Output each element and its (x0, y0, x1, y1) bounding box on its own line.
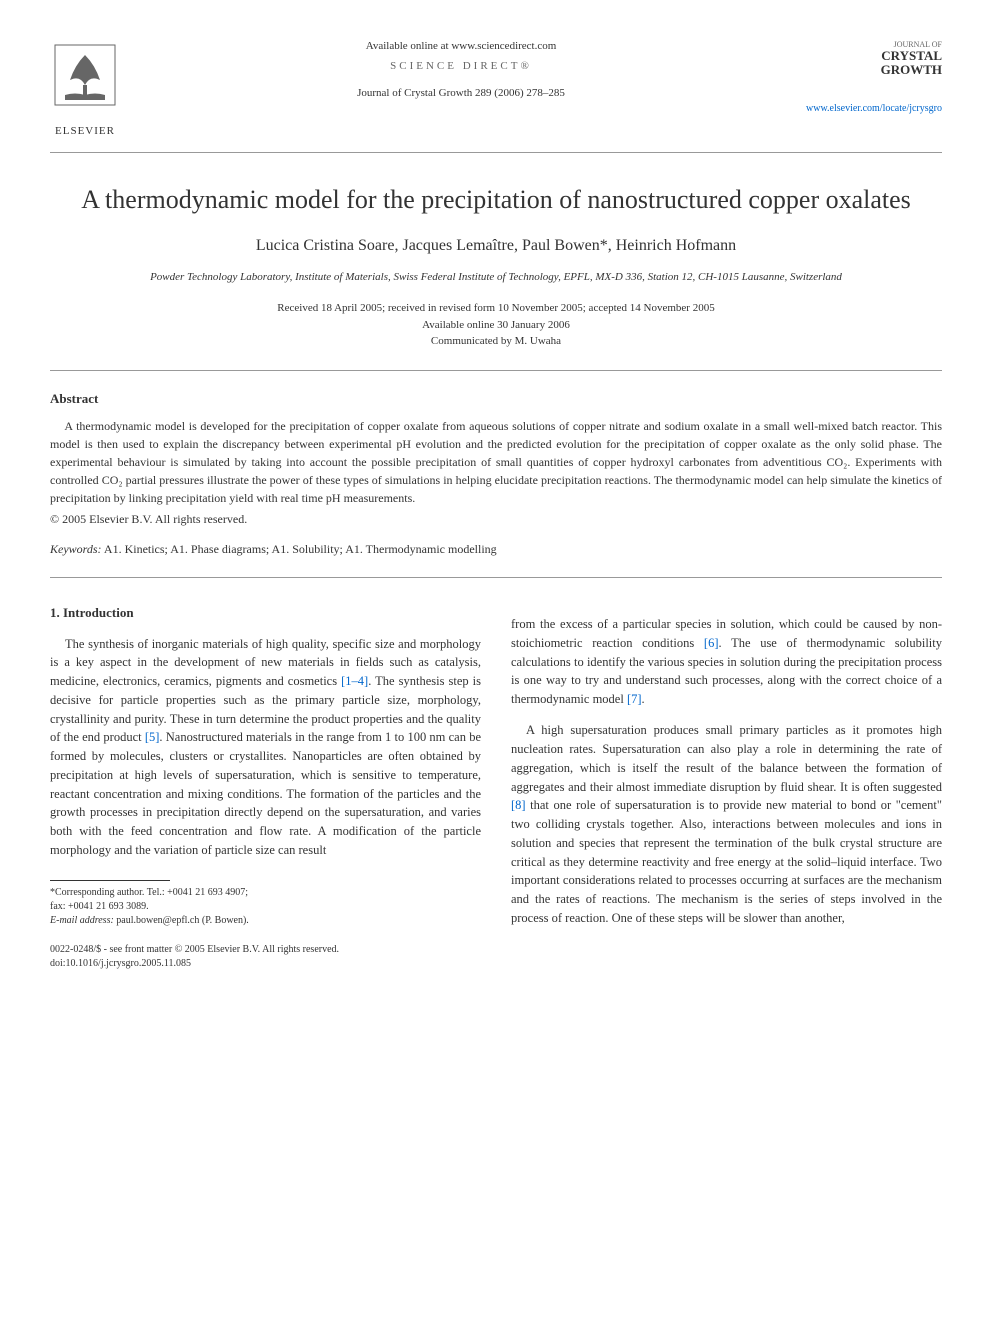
para3-text-a: A high supersaturation produces small pr… (511, 723, 942, 793)
intro-para-3: A high supersaturation produces small pr… (511, 721, 942, 927)
publisher-logo-block: ELSEVIER (50, 40, 120, 137)
journal-name-line2: GROWTH (802, 63, 942, 77)
abstract-copyright: © 2005 Elsevier B.V. All rights reserved… (50, 512, 942, 527)
intro-para-2: from the excess of a particular species … (511, 615, 942, 709)
affiliation: Powder Technology Laboratory, Institute … (50, 270, 942, 285)
section-1-heading: 1. Introduction (50, 603, 481, 623)
header-row: ELSEVIER Available online at www.science… (50, 40, 942, 137)
keywords-text: A1. Kinetics; A1. Phase diagrams; A1. So… (102, 542, 497, 556)
intro-para-1: The synthesis of inorganic materials of … (50, 635, 481, 860)
journal-reference: Journal of Crystal Growth 289 (2006) 278… (140, 87, 782, 99)
article-title: A thermodynamic model for the precipitat… (50, 183, 942, 217)
publisher-name: ELSEVIER (50, 125, 120, 137)
abstract-bottom-rule (50, 577, 942, 578)
corresponding-email-line: E-mail address: paul.bowen@epfl.ch (P. B… (50, 914, 481, 928)
header-rule (50, 152, 942, 153)
received-date: Received 18 April 2005; received in revi… (50, 300, 942, 317)
abstract-text: A thermodynamic model is developed for t… (50, 417, 942, 507)
elsevier-tree-icon (50, 40, 120, 120)
issn-line: 0022-0248/$ - see front matter © 2005 El… (50, 943, 481, 957)
journal-title-box: JOURNAL OF CRYSTAL GROWTH www.elsevier.c… (802, 40, 942, 114)
left-column: 1. Introduction The synthesis of inorgan… (50, 603, 481, 971)
keywords-label: Keywords: (50, 542, 102, 556)
footnote-separator (50, 880, 170, 881)
available-date: Available online 30 January 2006 (50, 317, 942, 334)
abstract-heading: Abstract (50, 391, 942, 407)
ref-link-6[interactable]: [6] (704, 636, 719, 650)
abstract-top-rule (50, 370, 942, 371)
right-column: from the excess of a particular species … (511, 603, 942, 971)
keywords-line: Keywords: A1. Kinetics; A1. Phase diagra… (50, 542, 942, 557)
ref-link-8[interactable]: [8] (511, 798, 526, 812)
para2-text-c: . (642, 692, 645, 706)
available-online-text: Available online at www.sciencedirect.co… (140, 40, 782, 52)
para3-text-b: that one role of supersaturation is to p… (511, 798, 942, 925)
article-dates: Received 18 April 2005; received in revi… (50, 300, 942, 350)
ref-link-7[interactable]: [7] (627, 692, 642, 706)
corresponding-author-footnote: *Corresponding author. Tel.: +0041 21 69… (50, 886, 481, 928)
journal-name-line1: CRYSTAL (802, 49, 942, 63)
science-direct-logo: SCIENCE DIRECT® (140, 60, 782, 72)
journal-url[interactable]: www.elsevier.com/locate/jcrysgro (802, 103, 942, 114)
header-center: Available online at www.sciencedirect.co… (120, 40, 802, 99)
ref-link-1-4[interactable]: [1–4] (341, 674, 368, 688)
ref-link-5[interactable]: [5] (145, 730, 160, 744)
email-address[interactable]: paul.bowen@epfl.ch (P. Bowen). (114, 915, 249, 926)
communicated-by: Communicated by M. Uwaha (50, 333, 942, 350)
corresponding-fax: fax: +0041 21 693 3089. (50, 900, 481, 914)
doi-line: doi:10.1016/j.jcrysgro.2005.11.085 (50, 957, 481, 971)
para1-text-c: . Nanostructured materials in the range … (50, 730, 481, 857)
science-direct-text: SCIENCE DIRECT® (390, 60, 532, 72)
body-columns: 1. Introduction The synthesis of inorgan… (50, 603, 942, 971)
corresponding-tel: *Corresponding author. Tel.: +0041 21 69… (50, 886, 481, 900)
email-label: E-mail address: (50, 915, 114, 926)
authors-list: Lucica Cristina Soare, Jacques Lemaître,… (50, 237, 942, 255)
footer-copyright: 0022-0248/$ - see front matter © 2005 El… (50, 943, 481, 971)
abstract-section: Abstract A thermodynamic model is develo… (50, 391, 942, 557)
